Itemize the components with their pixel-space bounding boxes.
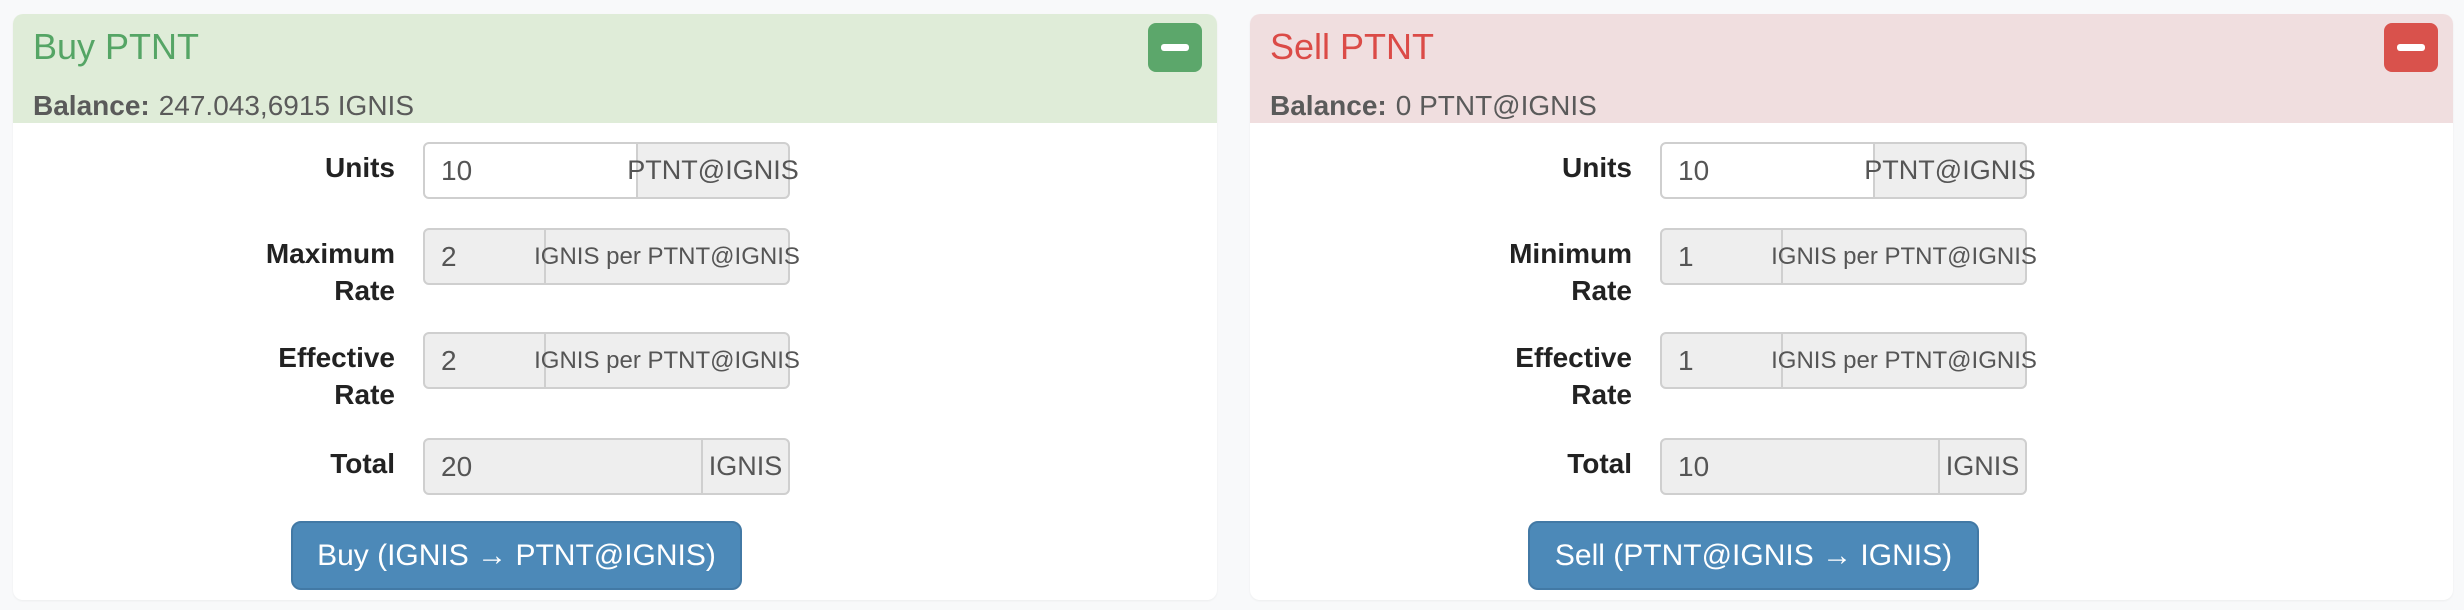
effective-rate-addon: IGNIS per PTNT@IGNIS [534, 332, 800, 389]
buy-panel-body: Units PTNT@IGNIS Maximum Rate IGNIS per … [13, 123, 1217, 590]
maximum-rate-input-group: IGNIS per PTNT@IGNIS [423, 228, 800, 285]
units-addon: PTNT@IGNIS [1864, 142, 2036, 199]
total-input-group: IGNIS [423, 438, 790, 495]
minus-icon [2397, 44, 2425, 51]
effective-rate-label: Effective Rate [13, 332, 395, 413]
effective-rate-input-group: IGNIS per PTNT@IGNIS [423, 332, 800, 389]
effective-rate-input-group: IGNIS per PTNT@IGNIS [1660, 332, 2037, 389]
row-units: Units PTNT@IGNIS [1250, 142, 2453, 199]
units-input[interactable] [423, 142, 637, 199]
effective-rate-label: Effective Rate [1250, 332, 1632, 413]
buy-panel-header: Buy PTNT Balance: 247.043,6915 IGNIS [13, 14, 1217, 123]
panel-sell: Sell PTNT Balance: 0 PTNT@IGNIS Units PTN… [1250, 14, 2453, 600]
total-addon: IGNIS [1939, 438, 2027, 495]
units-label: Units [1250, 142, 1632, 186]
minimum-rate-label-text: Minimum Rate [1509, 238, 1632, 306]
units-label-text: Units [325, 152, 395, 183]
buy-button[interactable]: Buy (IGNIS → PTNT@IGNIS) [291, 521, 742, 590]
minimum-rate-input [1660, 228, 1782, 285]
balance-value: 0 PTNT@IGNIS [1395, 90, 1597, 121]
effective-rate-input [1660, 332, 1782, 389]
buy-balance: Balance: 247.043,6915 IGNIS [33, 90, 1197, 122]
sell-panel-title: Sell PTNT [1270, 26, 1435, 67]
row-units: Units PTNT@IGNIS [13, 142, 1217, 199]
effective-rate-input [423, 332, 545, 389]
units-label-text: Units [1562, 152, 1632, 183]
row-effective-rate: Effective Rate IGNIS per PTNT@IGNIS [13, 332, 1217, 413]
total-addon: IGNIS [702, 438, 790, 495]
maximum-rate-label: Maximum Rate [13, 228, 395, 309]
effective-rate-label-text: Effective Rate [278, 342, 395, 410]
row-minimum-rate: Minimum Rate IGNIS per PTNT@IGNIS [1250, 228, 2453, 309]
units-label: Units [13, 142, 395, 186]
row-total: Total IGNIS [13, 438, 1217, 495]
sell-balance: Balance: 0 PTNT@IGNIS [1270, 90, 2433, 122]
buy-collapse-button[interactable] [1148, 23, 1202, 72]
panel-buy: Buy PTNT Balance: 247.043,6915 IGNIS Unit… [13, 14, 1217, 600]
row-total: Total IGNIS [1250, 438, 2453, 495]
minus-icon [1161, 44, 1189, 51]
balance-label: Balance: [33, 90, 150, 121]
maximum-rate-label-text: Maximum Rate [265, 238, 395, 306]
minimum-rate-label: Minimum Rate [1250, 228, 1632, 309]
sell-panel-header: Sell PTNT Balance: 0 PTNT@IGNIS [1250, 14, 2453, 123]
balance-label: Balance: [1270, 90, 1387, 121]
total-input [1660, 438, 1939, 495]
units-addon: PTNT@IGNIS [627, 142, 799, 199]
sell-collapse-button[interactable] [2384, 23, 2438, 72]
sell-button[interactable]: Sell (PTNT@IGNIS → IGNIS) [1528, 521, 1979, 590]
total-label: Total [1250, 438, 1632, 482]
units-input-group: PTNT@IGNIS [423, 142, 799, 199]
effective-rate-addon: IGNIS per PTNT@IGNIS [1771, 332, 2037, 389]
total-label: Total [13, 438, 395, 482]
minimum-rate-addon: IGNIS per PTNT@IGNIS [1771, 228, 2037, 285]
row-maximum-rate: Maximum Rate IGNIS per PTNT@IGNIS [13, 228, 1217, 309]
total-input-group: IGNIS [1660, 438, 2027, 495]
maximum-rate-input [423, 228, 545, 285]
maximum-rate-addon: IGNIS per PTNT@IGNIS [534, 228, 800, 285]
buy-panel-title: Buy PTNT [33, 26, 200, 67]
total-label-text: Total [330, 448, 395, 479]
units-input-group: PTNT@IGNIS [1660, 142, 2036, 199]
units-input[interactable] [1660, 142, 1874, 199]
sell-panel-body: Units PTNT@IGNIS Minimum Rate IGNIS per … [1250, 123, 2453, 590]
total-label-text: Total [1567, 448, 1632, 479]
total-input [423, 438, 702, 495]
minimum-rate-input-group: IGNIS per PTNT@IGNIS [1660, 228, 2037, 285]
balance-value: 247.043,6915 IGNIS [158, 90, 415, 121]
row-effective-rate: Effective Rate IGNIS per PTNT@IGNIS [1250, 332, 2453, 413]
effective-rate-label-text: Effective Rate [1515, 342, 1632, 410]
